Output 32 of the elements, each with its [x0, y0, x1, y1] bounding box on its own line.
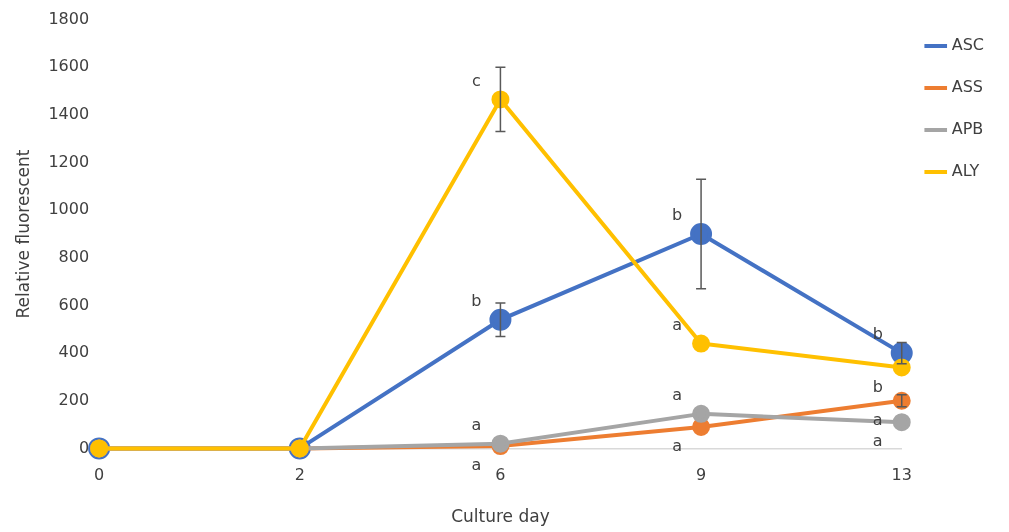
legend-label: ALY	[951, 161, 980, 181]
x-tick-label: 0	[94, 465, 105, 485]
y-tick-label: 200	[58, 389, 90, 409]
legend-label: APB	[951, 119, 984, 139]
y-tick-label: 1200	[48, 151, 90, 171]
annotation: b	[471, 290, 482, 310]
x-tick-label: 6	[495, 465, 506, 485]
y-tick-label: 400	[58, 342, 90, 362]
annotation: a	[872, 431, 883, 451]
annotation: a	[672, 436, 682, 456]
annotation: a	[471, 455, 482, 475]
annotation: b	[672, 205, 683, 225]
x-tick-label: 2	[294, 465, 305, 485]
x-tick-label: 9	[695, 465, 707, 485]
annotation: a	[872, 409, 883, 429]
annotation: a	[672, 314, 682, 334]
y-tick-label: 1000	[48, 199, 90, 219]
y-tick-label: 600	[58, 294, 90, 314]
legend-label: ASS	[951, 77, 983, 97]
x-tick-label: 13	[891, 465, 912, 485]
annotation: c	[472, 70, 481, 90]
y-tick-label: 1400	[48, 104, 90, 124]
y-tick-label: 0	[78, 437, 90, 457]
legend-label: ASC	[951, 35, 985, 55]
y-tick-label: 800	[58, 246, 90, 266]
annotation: a	[471, 414, 482, 434]
annotation: a	[672, 385, 682, 405]
x-axis-title: Culture day	[451, 506, 550, 527]
y-tick-label: 1600	[48, 56, 90, 76]
y-axis-title: Relative fluorescent	[12, 149, 33, 319]
annotation: b	[872, 376, 883, 396]
y-tick-label: 1800	[48, 8, 90, 28]
